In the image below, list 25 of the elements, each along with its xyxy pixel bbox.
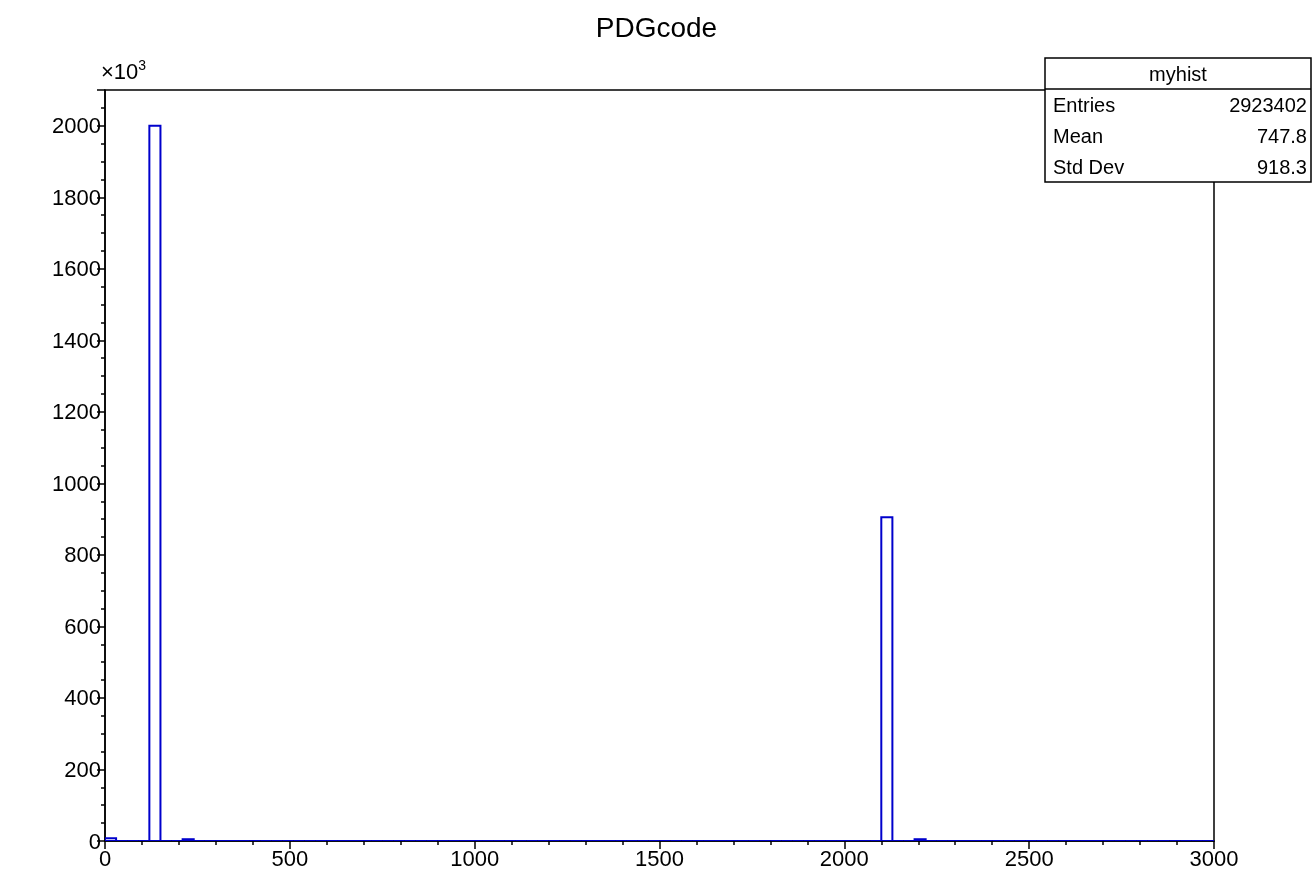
- text: 747.8: [1256, 124, 1307, 147]
- y-tick-label: 1400: [52, 327, 101, 353]
- x-tick-label: 500: [271, 845, 309, 871]
- x-tick-label: 1000: [450, 845, 500, 871]
- x-tick-label: 1500: [635, 845, 684, 871]
- y-tick-label: 200: [64, 756, 101, 782]
- y-tick-label: 1000: [52, 470, 101, 496]
- chart-title: PDGcode: [595, 11, 718, 43]
- y-tick-label: 400: [64, 685, 101, 711]
- y-tick-label: 800: [64, 542, 101, 568]
- y-tick-label: 1200: [52, 399, 101, 425]
- x-tick-label: 2500: [1004, 845, 1054, 871]
- y-tick-label: 0: [88, 828, 101, 854]
- y-tick-label: 2000: [52, 113, 101, 139]
- x-tick-label: 2000: [819, 845, 869, 871]
- text: 918.3: [1256, 155, 1307, 178]
- y-tick-label: 600: [64, 613, 101, 639]
- y-tick-label: 1600: [52, 256, 101, 282]
- annotation: Entries: [1053, 93, 1116, 116]
- y-tick-label: 1800: [52, 184, 101, 210]
- annotation: Mean: [1053, 124, 1104, 147]
- annotation: Std Dev: [1053, 155, 1125, 178]
- text: myhist: [1149, 62, 1208, 85]
- x-tick-label: 3000: [1189, 845, 1239, 871]
- text: 2923402: [1229, 93, 1307, 116]
